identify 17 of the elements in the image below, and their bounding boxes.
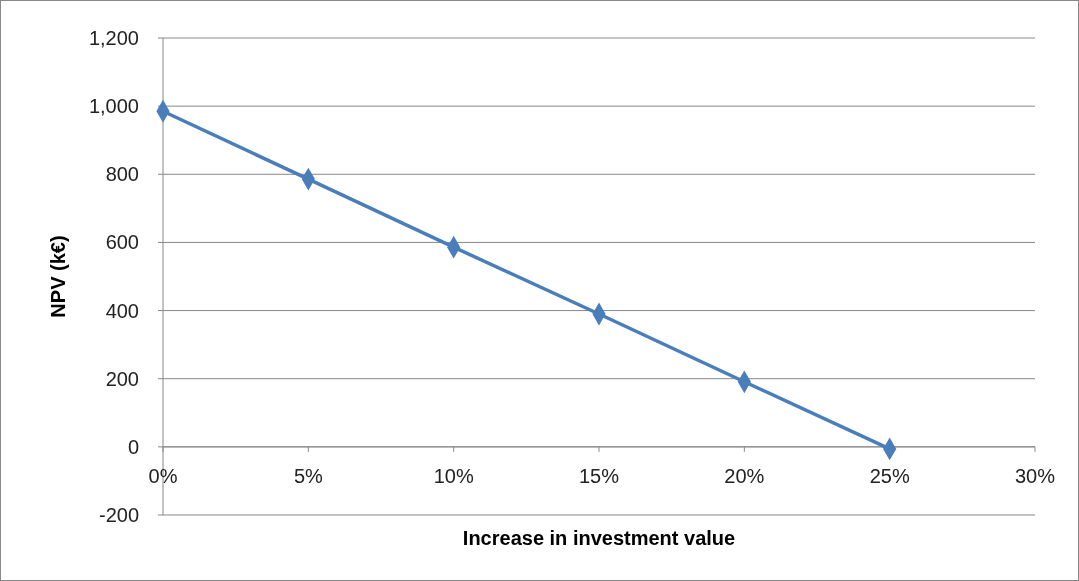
x-tick-label: 0%: [148, 464, 178, 487]
x-tick-label: 30%: [1014, 464, 1056, 487]
y-tick-label: 1,000: [88, 95, 139, 118]
x-tick-label: 25%: [869, 464, 910, 487]
y-tick-label: 200: [105, 367, 139, 390]
x-tick-label: 5%: [293, 464, 323, 487]
y-axis-title: NPV (k€): [47, 235, 69, 318]
x-tick-label: 15%: [578, 464, 620, 487]
y-tick-label: 600: [105, 231, 139, 254]
x-axis-title: Increase in investment value: [462, 527, 736, 549]
y-tick-label: 400: [105, 299, 139, 322]
x-tick-label: 10%: [433, 464, 474, 487]
x-tick-label: 20%: [724, 464, 765, 487]
y-tick-label: 1,200: [88, 27, 139, 49]
y-tick-label: -200: [98, 504, 139, 526]
y-tick-label: 0: [127, 435, 139, 458]
y-tick-label: 800: [105, 163, 139, 186]
